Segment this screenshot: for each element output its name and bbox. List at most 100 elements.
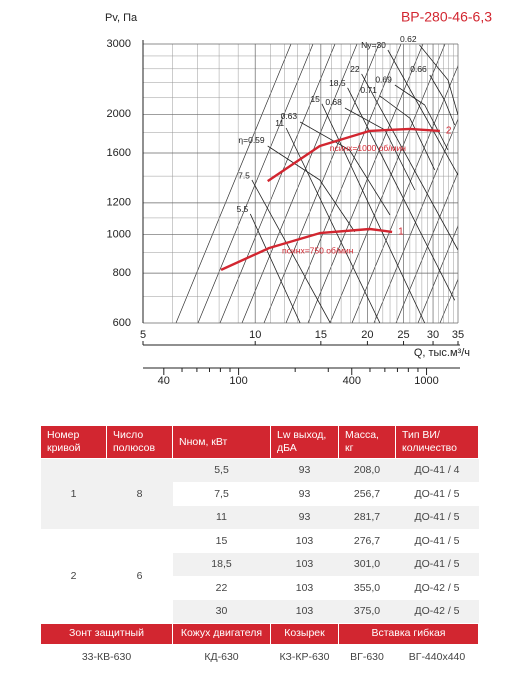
power-line [321,103,426,323]
system-line [439,278,458,323]
efficiency-label: 0.68 [325,97,342,107]
value-cell: 301,0 [338,552,396,577]
value-cell: 103 [270,576,339,600]
value-cell: 7,5 [172,482,271,506]
header-cell: Lw выход, дБА [270,425,339,459]
efficiency-label: 0.69 [375,74,392,84]
power-line [251,179,331,323]
value-cell: 93 [270,482,339,506]
value-cell: 30 [172,599,271,624]
value-cell: 18,5 [172,552,271,577]
table-row: 1 8 5,5 93 208,0 ДО-41 / 4 [40,458,479,530]
efficiency-label: 0.66 [410,64,427,74]
operating-curve [267,127,440,183]
table-row: 30 103 375,0 ДО-42 / 5 [41,599,479,624]
poles-cell: 8 [106,458,173,530]
curve-speed-label: nсинх=750 об/мин [282,245,354,255]
system-line [329,44,446,323]
accessory-cell: 33-КВ-630 [40,644,173,670]
power-label: 11 [275,118,284,128]
table-row: 18,5 103 301,0 ДО-41 / 5 [41,552,479,577]
efficiency-line [394,84,449,151]
efficiency-line [267,145,356,233]
value-cell: 22 [172,576,271,600]
power-line [347,87,456,301]
y-tick-label: 2000 [107,108,131,120]
curve-number: 2 [446,126,452,137]
system-line [373,118,458,323]
value-cell: ДО-42 / 5 [395,576,479,600]
value-cell: 15 [172,529,271,553]
power-label: Nу=30 [361,40,386,50]
system-line [241,44,358,323]
table-row: 22 103 355,0 ДО-42 / 5 [41,576,479,600]
value-cell: 276,7 [338,529,396,553]
power-line [361,73,458,251]
efficiency-label: 0.63 [281,111,298,121]
accessory-header-cell: Кожух двигателя [172,622,271,645]
value-cell: ДО-41 / 5 [395,482,479,506]
value-cell: 11 [172,505,271,530]
header-cell: Число полюсов [106,425,173,459]
table-row: 7,5 93 256,7 ДО-41 / 5 [41,482,479,506]
system-line [263,44,380,323]
efficiency-line [429,74,456,126]
x2-tick-label: 40 [158,375,170,387]
accessory-cell: КЗ-КР-630 [270,644,339,670]
power-label: 5.5 [236,204,248,214]
chart: Pv, Па ВР-280-46-6,3 Q, тыс.м³/ч 600 800 1… [105,9,492,387]
y-tick-label: 600 [113,317,131,329]
y-tick-label: 1200 [107,197,131,209]
power-line [387,49,458,176]
power-label: 7.5 [238,170,250,180]
x-tick-label: 30 [427,329,439,341]
accessory-row: 33-КВ-630 КД-630 КЗ-КР-630 ВГ-630 ВГ-440х440 [40,644,479,670]
chart-title: ВР-280-46-6,3 [401,9,492,25]
power-label: 15 [310,94,320,104]
header-cell: Номер кривой [40,425,107,459]
y-tick-label: 1600 [107,147,131,159]
x-tick-label: 35 [452,329,464,341]
value-cell: ДО-41 / 5 [395,529,479,553]
value-cell: 355,0 [338,576,396,600]
accessory-cell: ВГ-440х440 [395,644,479,670]
x2-tick-label: 1000 [414,375,438,387]
power-label: 22 [350,64,360,74]
y-tick-label: 800 [113,267,131,279]
table-row: 2 6 15 103 276,7 ДО-41 / 5 [40,529,479,624]
system-line [175,44,292,323]
system-lines [175,44,458,323]
power-label: 18.5 [329,78,346,88]
header-cell: Nном, кВт [172,425,271,459]
y-axis-label: Pv, Па [105,12,138,24]
value-cell: ДО-42 / 5 [395,599,479,624]
x-tick-label: 5 [140,329,146,341]
efficiency-label: 0.71 [360,85,377,95]
header-cell: Тип ВИ/ количество [395,425,479,459]
value-cell: 103 [270,552,339,577]
efficiency-label: η=0.59 [238,135,265,145]
system-line [417,225,458,323]
table-row: 11 93 281,7 ДО-41 / 5 [41,505,479,530]
poles-cell: 6 [106,529,173,624]
value-cell: 93 [270,458,339,483]
value-cell: 103 [270,529,339,553]
power-line [285,127,381,323]
value-cell: 375,0 [338,599,396,624]
system-line [351,64,458,323]
efficiency-line [379,95,436,171]
accessory-header-cell: Вставка гибкая [338,622,479,645]
curve-cell: 2 [40,529,107,624]
value-cell: ДО-41 / 5 [395,505,479,530]
curve-number: 1 [398,227,404,238]
x-tick-label: 15 [315,329,327,341]
value-cell: 256,7 [338,482,396,506]
curve-cell: 1 [40,458,107,530]
value-cell: ДО-41 / 5 [395,552,479,577]
accessory-header-cell: Зонт защитный [40,622,173,645]
accessory-cell: КД-630 [172,644,271,670]
x-tick-label: 25 [397,329,409,341]
x-tick-label: 10 [249,329,261,341]
value-cell: 208,0 [338,458,396,483]
